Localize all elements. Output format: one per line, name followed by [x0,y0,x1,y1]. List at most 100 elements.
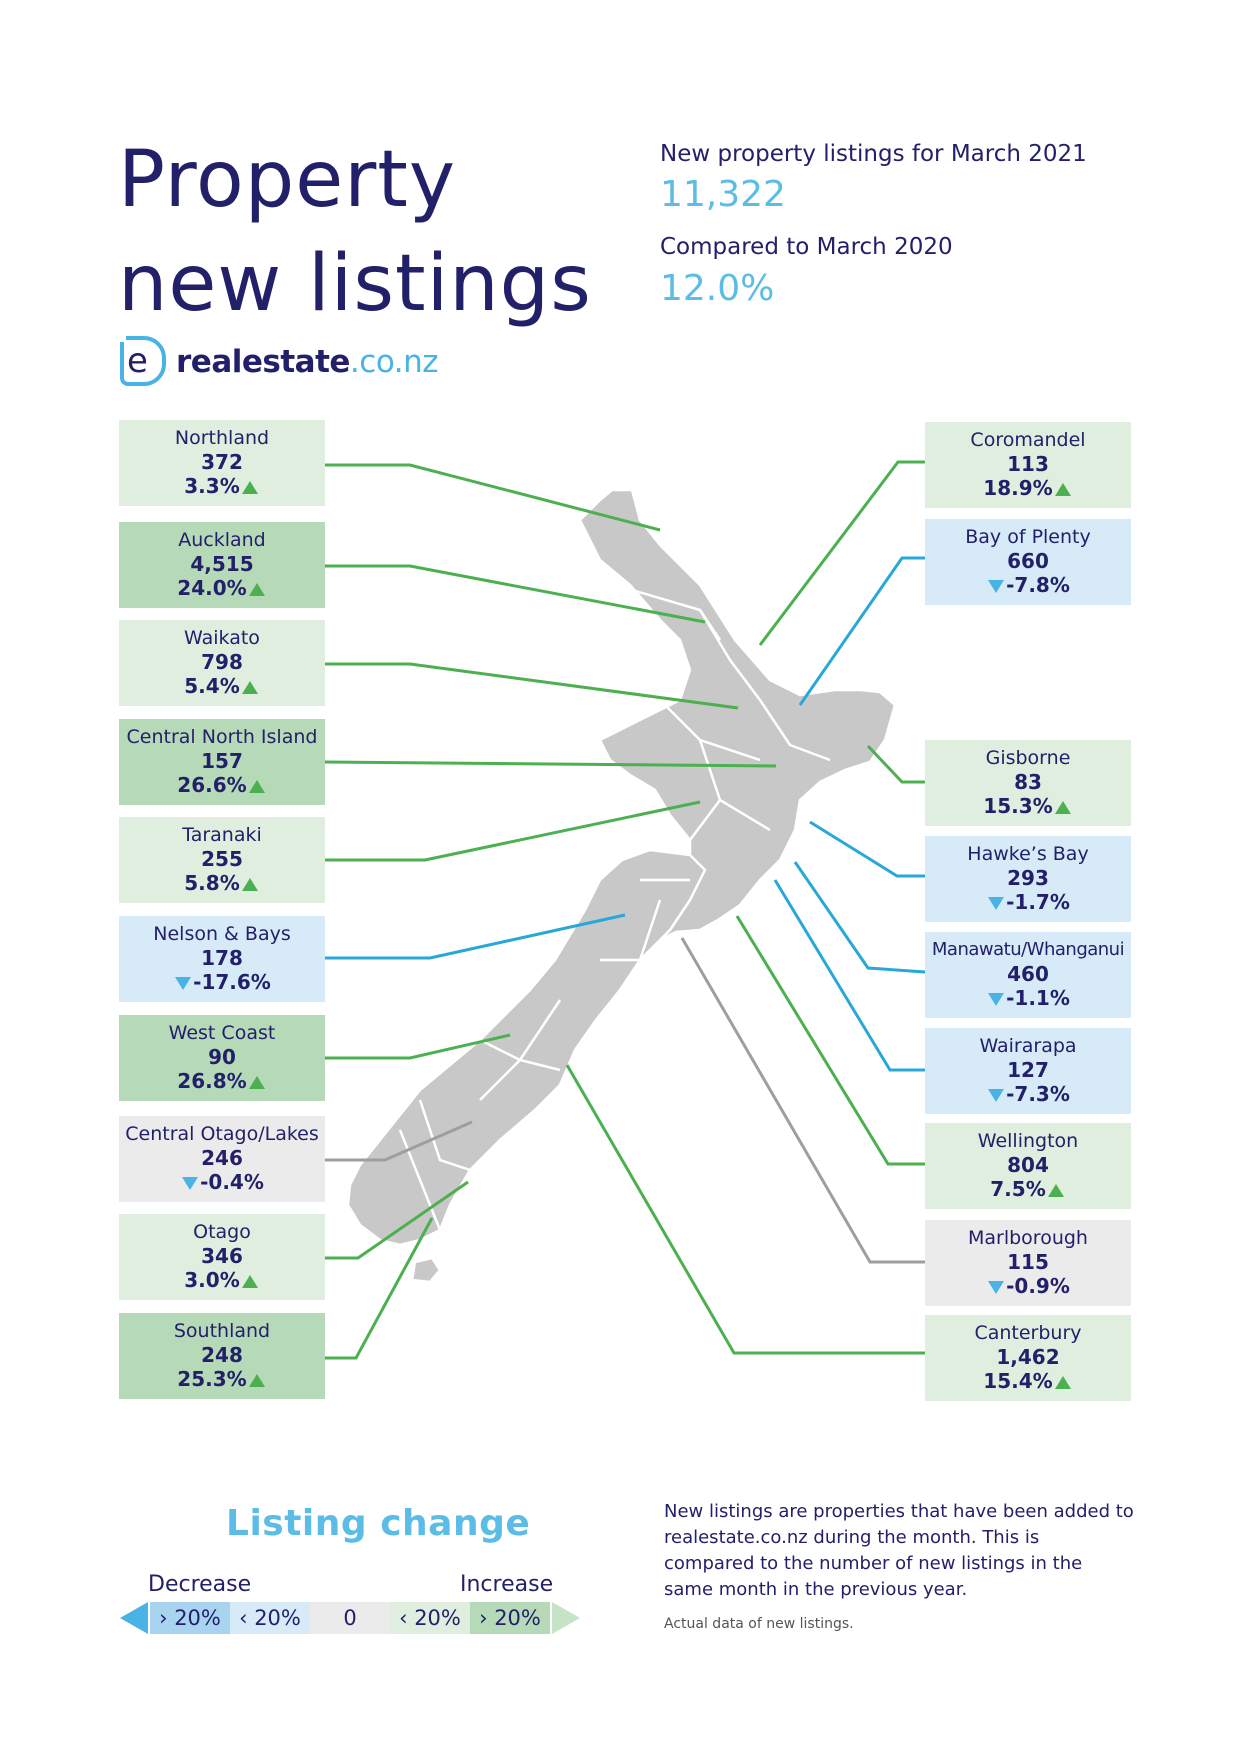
leader-lines [324,460,926,1360]
region-taranaki: Taranaki 255 5.8% [119,817,325,903]
decrease-triangle-icon [988,1281,1005,1294]
leader-wellington [735,915,925,1166]
region-count: 113 [1007,452,1049,476]
nz-map [324,460,926,1360]
increase-triangle-icon [1054,1376,1071,1389]
leader-taranaki [325,800,701,862]
region-canterbury: Canterbury 1,462 15.4% [925,1315,1131,1401]
region-hawkes-bay: Hawke’s Bay 293 -1.7% [925,836,1131,922]
region-west-coast: West Coast 90 26.8% [119,1015,325,1101]
region-otago: Otago 346 3.0% [119,1214,325,1300]
realestate-logo[interactable]: e realestate.co.nz [118,334,458,390]
leader-manawatu [793,861,926,974]
comparison-label: Compared to March 2020 [660,234,953,260]
region-count: 83 [1014,770,1042,794]
region-change: 5.4% [184,674,240,698]
legend-decrease-label: Decrease [148,1572,252,1597]
region-count: 246 [201,1146,243,1170]
region-name: Wairarapa [979,1035,1077,1057]
legend-increase-label: Increase [460,1572,554,1597]
region-count: 372 [201,450,243,474]
region-change: 24.0% [177,576,247,600]
region-count: 255 [201,847,243,871]
region-southland: Southland 248 25.3% [119,1313,325,1399]
nz-map-shape [346,488,897,1284]
increase-triangle-icon [248,1076,265,1089]
region-name: Waikato [184,627,260,649]
leader-central-north-island [324,760,777,768]
region-change: 3.0% [184,1268,240,1292]
data-note: Actual data of new listings. [664,1616,854,1632]
region-marlborough: Marlborough 115 -0.9% [925,1220,1131,1306]
region-name: Bay of Plenty [965,526,1091,548]
region-count: 157 [201,749,243,773]
region-waikato: Waikato 798 5.4% [119,620,325,706]
region-count: 1,462 [996,1345,1060,1369]
legend-inc-big: › 20% [470,1602,550,1634]
leader-marlborough [680,937,925,1264]
region-name: Nelson & Bays [153,923,291,945]
region-change: 5.8% [184,871,240,895]
legend-scale: › 20% ‹ 20% 0 ‹ 20% › 20% [120,1602,586,1634]
region-name: Southland [173,1320,271,1342]
region-name: Coromandel [970,429,1086,451]
increase-triangle-icon [248,780,265,793]
region-change: 26.6% [177,773,247,797]
region-count: 798 [201,650,243,674]
leader-coromandel [758,460,925,646]
listings-label: New property listings for March 2021 [660,141,1087,167]
comparison-value: 12.0% [660,268,775,309]
region-name: Northland [174,427,270,449]
region-change: 15.4% [983,1369,1053,1393]
region-name: Gisborne [985,747,1071,769]
increase-triangle-icon [1054,483,1071,496]
leader-gisborne [866,744,925,784]
region-name: Canterbury [974,1322,1082,1344]
region-change: 25.3% [177,1367,247,1391]
page-title: Property new listings [118,128,638,336]
logo-text: realestate.co.nz [176,344,439,380]
region-change: 18.9% [983,476,1053,500]
region-name: Central North Island [126,726,318,748]
region-change: 15.3% [983,794,1053,818]
region-name: Marlborough [968,1227,1088,1249]
region-name: Manawatu/Whanganui [931,939,1125,960]
region-wairarapa: Wairarapa 127 -7.3% [925,1028,1131,1114]
region-change: 26.8% [177,1069,247,1093]
region-bay-of-plenty: Bay of Plenty 660 -7.8% [925,519,1131,605]
increase-triangle-icon [241,681,258,694]
logo-mark-icon: e [120,336,166,386]
decrease-triangle-icon [988,897,1005,910]
region-count: 346 [201,1244,243,1268]
legend-dec-small: ‹ 20% [230,1602,310,1634]
region-auckland: Auckland 4,515 24.0% [119,522,325,608]
region-name: Taranaki [182,824,262,846]
legend-zero: 0 [310,1602,390,1634]
region-count: 660 [1007,549,1049,573]
leader-northland [325,463,661,532]
region-change: -7.3% [1006,1082,1070,1106]
region-coromandel: Coromandel 113 18.9% [925,422,1131,508]
region-nelson-bays: Nelson & Bays 178 -17.6% [119,916,325,1002]
decrease-triangle-icon [988,1089,1005,1102]
region-name: West Coast [168,1022,276,1044]
leader-bay-of-plenty [798,556,925,706]
region-northland: Northland 372 3.3% [119,420,325,506]
region-name: Hawke’s Bay [967,843,1089,865]
decrease-triangle-icon [175,977,192,990]
region-name: Otago [193,1221,251,1243]
title-line-2: new listings [118,239,592,329]
region-central-otago-lakes: Central Otago/Lakes 246 -0.4% [119,1116,325,1202]
decrease-triangle-icon [988,580,1005,593]
leader-southland [325,1217,434,1360]
region-count: 90 [208,1045,236,1069]
increase-triangle-icon [1047,1184,1064,1197]
region-count: 127 [1007,1058,1049,1082]
region-name: Auckland [178,529,266,551]
region-count: 804 [1007,1153,1049,1177]
region-count: 178 [201,946,243,970]
listings-value: 11,322 [660,174,786,215]
region-manawatu-whanganui: Manawatu/Whanganui 460 -1.1% [925,932,1131,1018]
region-count: 4,515 [190,552,254,576]
leader-canterbury [565,1064,925,1355]
